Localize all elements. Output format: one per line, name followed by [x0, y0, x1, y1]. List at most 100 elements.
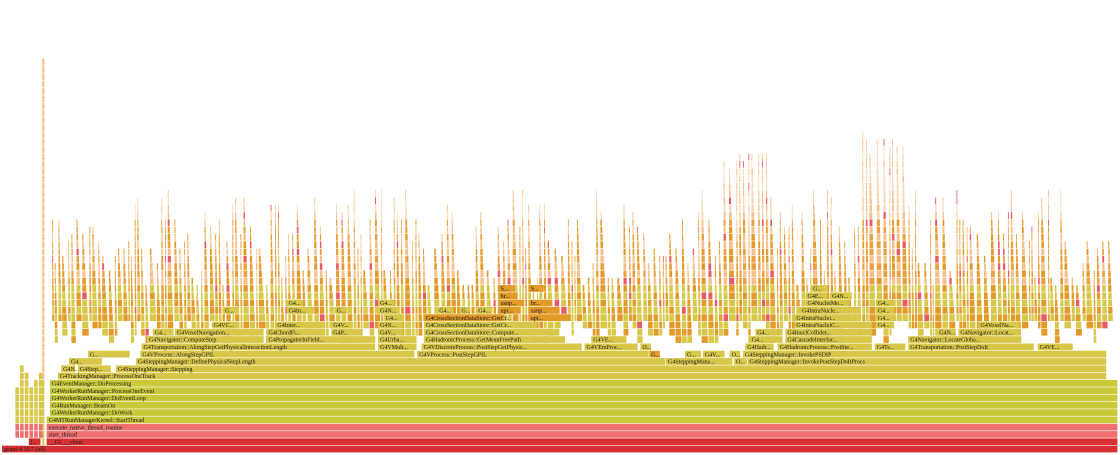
flame-frame-narrow[interactable] [896, 175, 899, 183]
flame-frame-narrow[interactable] [102, 270, 105, 278]
flame-frame-narrow[interactable] [232, 234, 234, 241]
flame-frame-narrow[interactable] [748, 190, 750, 197]
flame-frame-narrow[interactable] [390, 270, 391, 278]
flame-frame-narrow[interactable] [889, 270, 891, 278]
flame-frame-bar[interactable] [498, 292, 517, 300]
flame-frame-narrow[interactable] [446, 212, 448, 219]
flame-frame-narrow[interactable] [423, 270, 425, 278]
flame-frame-narrow[interactable] [400, 248, 403, 256]
flame-frame-narrow[interactable] [687, 285, 690, 292]
flame-frame-narrow[interactable] [962, 255, 965, 263]
flame-frame-narrow[interactable] [883, 270, 888, 278]
flame-frame[interactable]: S... [528, 285, 544, 293]
flame-frame-narrow[interactable] [736, 190, 738, 197]
flame-frame-narrow[interactable] [319, 277, 323, 285]
flame-frame-narrow[interactable] [751, 190, 754, 197]
flame-frame-narrow[interactable] [889, 197, 891, 205]
flame-frame-narrow[interactable] [156, 307, 160, 314]
flame-frame-narrow[interactable] [137, 234, 139, 241]
flame-frame-narrow[interactable] [592, 270, 594, 278]
flame-frame-narrow[interactable] [288, 292, 291, 300]
flame-frame-narrow[interactable] [739, 255, 742, 263]
flame-frame-narrow[interactable] [243, 212, 245, 219]
flame-frame-narrow[interactable] [210, 285, 214, 292]
flame-frame-narrow[interactable] [932, 314, 934, 321]
flame-frame-narrow[interactable] [292, 248, 294, 256]
flame-frame[interactable]: G4HadronicProcess::PostSte... [777, 343, 872, 352]
flame-frame[interactable]: G4N... [61, 365, 80, 373]
flame-frame[interactable]: G4VoxelNavigation... [174, 328, 264, 337]
flame-frame-narrow[interactable] [1093, 299, 1096, 307]
flame-frame-narrow[interactable] [167, 314, 173, 321]
flame-frame-narrow[interactable] [758, 175, 760, 183]
flame-frame-narrow[interactable] [629, 307, 632, 314]
flame-frame-narrow[interactable] [576, 270, 581, 278]
flame-frame-narrow[interactable] [959, 234, 961, 241]
flame-frame-narrow[interactable] [1075, 285, 1078, 292]
flame-frame-narrow[interactable] [210, 226, 211, 234]
flame-frame-narrow[interactable] [42, 182, 45, 190]
flame-frame-narrow[interactable] [68, 285, 70, 292]
flame-frame-narrow[interactable] [838, 248, 841, 256]
flame-frame-narrow[interactable] [708, 241, 711, 248]
flame-frame-narrow[interactable] [76, 270, 80, 278]
flame-frame-narrow[interactable] [519, 234, 521, 241]
flame-frame-narrow[interactable] [52, 277, 54, 285]
flame-frame-narrow[interactable] [997, 212, 999, 219]
flame-frame-narrow[interactable] [997, 277, 1001, 285]
flame-frame-narrow[interactable] [215, 292, 218, 300]
flame-frame-narrow[interactable] [179, 263, 181, 270]
flame-frame-narrow[interactable] [827, 255, 829, 263]
flame-frame-narrow[interactable] [596, 204, 598, 212]
flame-frame-narrow[interactable] [141, 285, 144, 292]
flame-frame-narrow[interactable] [883, 234, 887, 241]
flame-frame-narrow[interactable] [187, 292, 191, 300]
flame-frame-narrow[interactable] [128, 314, 131, 321]
flame-frame-narrow[interactable] [561, 263, 564, 270]
flame-frame-narrow[interactable] [770, 285, 775, 292]
flame-frame-narrow[interactable] [844, 285, 847, 292]
flame-frame-narrow[interactable] [889, 168, 891, 175]
flame-frame-narrow[interactable] [71, 321, 76, 329]
flame-frame-narrow[interactable] [1082, 307, 1086, 314]
flame-frame-narrow[interactable] [486, 292, 491, 300]
flame-frame-narrow[interactable] [451, 234, 454, 241]
flame-frame-narrow[interactable] [869, 255, 874, 263]
flame-frame-narrow[interactable] [1060, 197, 1062, 205]
flame-frame-narrow[interactable] [883, 241, 887, 248]
flame-frame-narrow[interactable] [896, 314, 902, 321]
flame-frame-narrow[interactable] [353, 263, 356, 270]
flame-frame-narrow[interactable] [751, 241, 756, 248]
flame-frame-narrow[interactable] [561, 307, 567, 314]
flame-frame-narrow[interactable] [862, 153, 864, 161]
flame-frame-narrow[interactable] [830, 248, 833, 256]
flame-frame-narrow[interactable] [830, 234, 832, 241]
flame-frame-narrow[interactable] [396, 226, 398, 234]
flame-frame-narrow[interactable] [632, 277, 636, 285]
flame-frame-narrow[interactable] [296, 270, 301, 278]
flame-frame-narrow[interactable] [54, 336, 58, 343]
flame-frame-narrow[interactable] [418, 263, 421, 270]
flame-frame-narrow[interactable] [758, 219, 760, 227]
flame-frame-narrow[interactable] [235, 307, 240, 314]
flame-frame-narrow[interactable] [522, 197, 524, 205]
flame-frame-narrow[interactable] [742, 175, 744, 183]
flame-frame-narrow[interactable] [908, 299, 911, 307]
flame-frame-narrow[interactable] [446, 299, 451, 307]
flame-frame-narrow[interactable] [1102, 263, 1105, 270]
flame-frame-narrow[interactable] [810, 263, 812, 270]
flame-frame-narrow[interactable] [643, 285, 647, 292]
flame-frame-narrow[interactable] [415, 328, 418, 336]
flame-frame-narrow[interactable] [544, 234, 546, 241]
flame-frame-narrow[interactable] [128, 270, 130, 278]
flame-frame-narrow[interactable] [341, 255, 345, 263]
flame-frame-narrow[interactable] [770, 255, 774, 263]
flame-frame-narrow[interactable] [966, 255, 968, 263]
flame-frame-narrow[interactable] [892, 270, 896, 278]
flame-frame-narrow[interactable] [1031, 292, 1034, 300]
flame-frame-narrow[interactable] [758, 270, 761, 278]
flame-frame-narrow[interactable] [319, 248, 322, 256]
flame-frame-narrow[interactable] [54, 285, 57, 292]
flame-frame-narrow[interactable] [285, 255, 287, 263]
flame-frame-narrow[interactable] [1060, 270, 1063, 278]
